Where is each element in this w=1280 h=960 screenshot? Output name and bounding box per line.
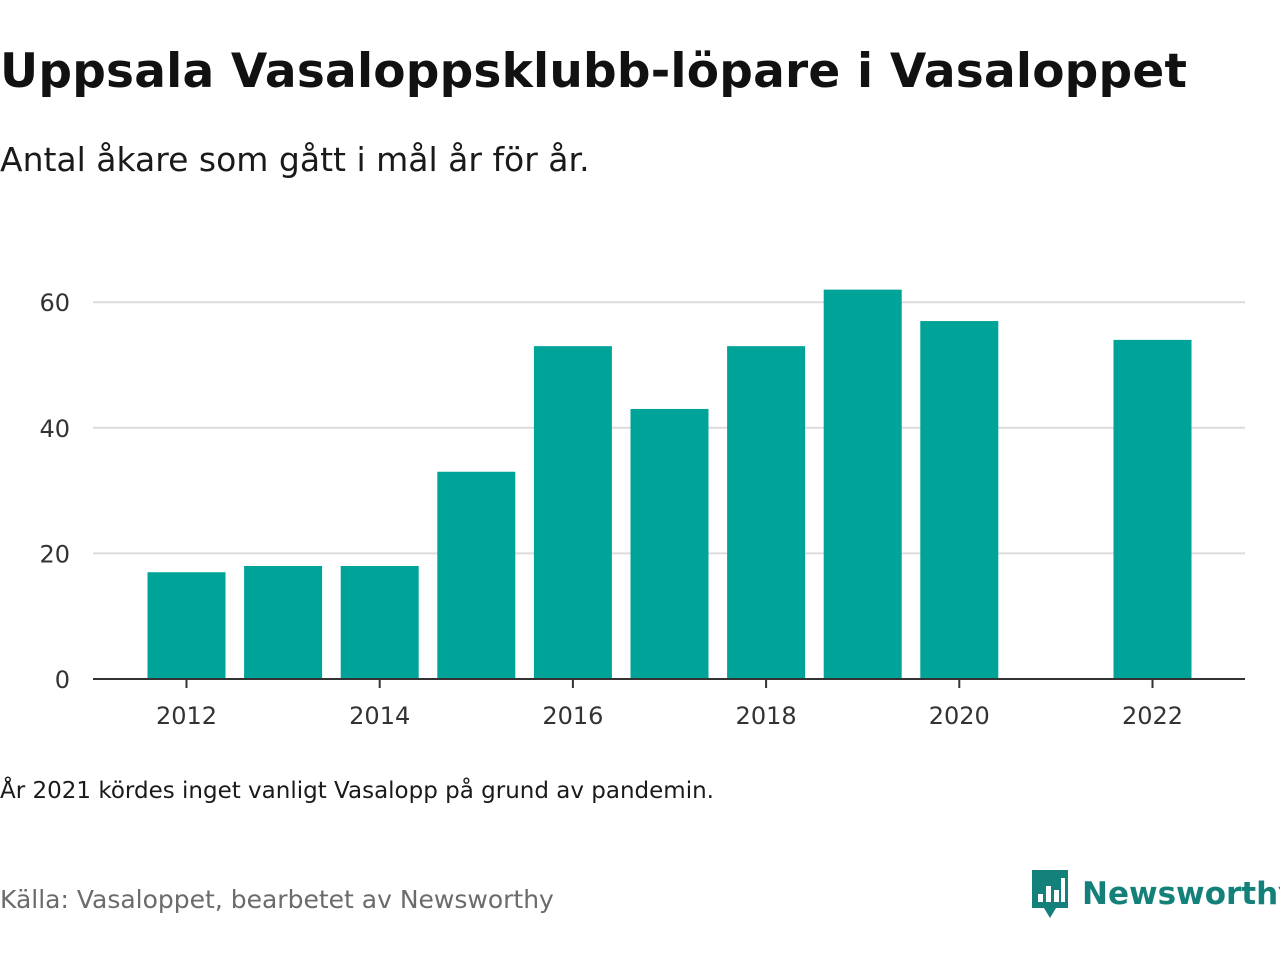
- newsworthy-logo-icon: [1032, 870, 1068, 918]
- x-axis-ticks: 2012 2014 2016 2018 2020 2022: [156, 679, 1183, 730]
- bar-2013: [244, 565, 323, 679]
- bar-2020: [920, 321, 999, 679]
- bar-2016: [533, 346, 612, 679]
- brand-name: Newsworthy: [1082, 876, 1280, 912]
- bar-2014: [340, 565, 419, 679]
- x-tick-label: 2018: [736, 702, 797, 730]
- bar-2018: [727, 346, 806, 679]
- y-tick-label: 40: [39, 415, 70, 443]
- x-tick-label: 2016: [542, 702, 603, 730]
- bar-2019: [823, 289, 902, 679]
- y-tick-label: 60: [39, 289, 70, 317]
- chart-title: Uppsala Vasaloppsklubb-löpare i Vasalopp…: [0, 44, 1188, 99]
- y-tick-label: 20: [39, 540, 70, 568]
- x-tick-label: 2020: [929, 702, 990, 730]
- y-axis-ticks: 0 20 40 60: [39, 289, 70, 694]
- chart-subtitle: Antal åkare som gått i mål år för år.: [0, 140, 590, 179]
- source-credit: Källa: Vasaloppet, bearbetet av Newswort…: [0, 885, 554, 914]
- bar-2012: [147, 572, 226, 679]
- x-tick-label: 2014: [349, 702, 410, 730]
- brand-logo[interactable]: Newsworthy: [1030, 868, 1280, 920]
- bar-chart: 0 20 40 60 2012 2014 2016 2018 2020 2022: [39, 289, 1245, 730]
- bar-2017: [630, 408, 709, 679]
- bar-2022: [1113, 339, 1192, 679]
- x-tick-label: 2012: [156, 702, 217, 730]
- bars: [147, 289, 1192, 679]
- y-tick-label: 0: [55, 666, 70, 694]
- x-tick-label: 2022: [1122, 702, 1183, 730]
- chart-note: År 2021 kördes inget vanligt Vasalopp på…: [0, 778, 714, 804]
- bar-2015: [437, 471, 516, 679]
